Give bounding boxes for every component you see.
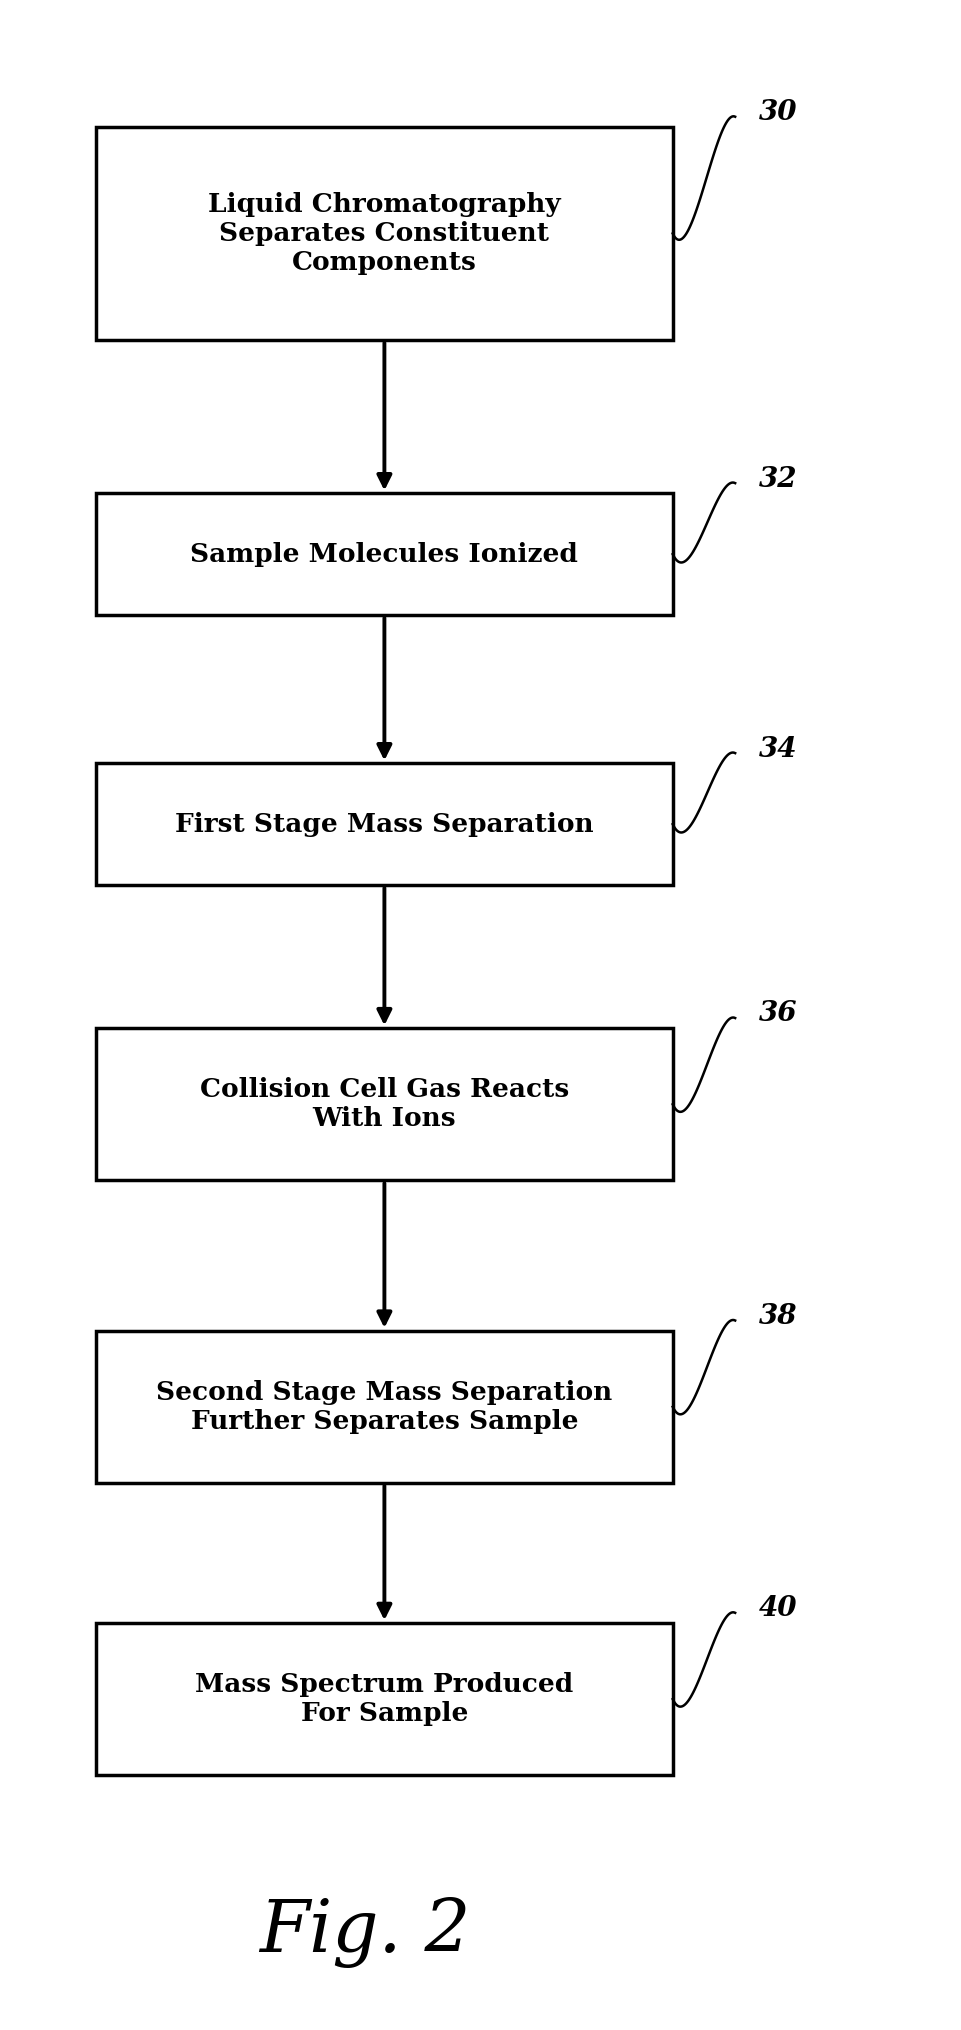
Text: Collision Cell Gas Reacts
With Ions: Collision Cell Gas Reacts With Ions: [200, 1078, 569, 1131]
FancyBboxPatch shape: [96, 763, 673, 885]
FancyBboxPatch shape: [96, 128, 673, 339]
Text: Second Stage Mass Separation
Further Separates Sample: Second Stage Mass Separation Further Sep…: [157, 1380, 612, 1433]
Text: 30: 30: [759, 99, 798, 126]
FancyBboxPatch shape: [96, 493, 673, 615]
Text: Liquid Chromatography
Separates Constituent
Components: Liquid Chromatography Separates Constitu…: [209, 193, 560, 274]
Text: Fig. 2: Fig. 2: [259, 1898, 471, 1967]
FancyBboxPatch shape: [96, 1332, 673, 1482]
Text: 38: 38: [759, 1303, 798, 1330]
Text: 32: 32: [759, 465, 798, 493]
Text: Mass Spectrum Produced
For Sample: Mass Spectrum Produced For Sample: [195, 1673, 574, 1725]
FancyBboxPatch shape: [96, 1027, 673, 1181]
Text: 34: 34: [759, 735, 798, 763]
Text: 40: 40: [759, 1596, 798, 1622]
Text: 36: 36: [759, 1001, 798, 1027]
FancyBboxPatch shape: [96, 1624, 673, 1774]
Text: First Stage Mass Separation: First Stage Mass Separation: [175, 812, 594, 836]
Text: Sample Molecules Ionized: Sample Molecules Ionized: [190, 542, 579, 566]
